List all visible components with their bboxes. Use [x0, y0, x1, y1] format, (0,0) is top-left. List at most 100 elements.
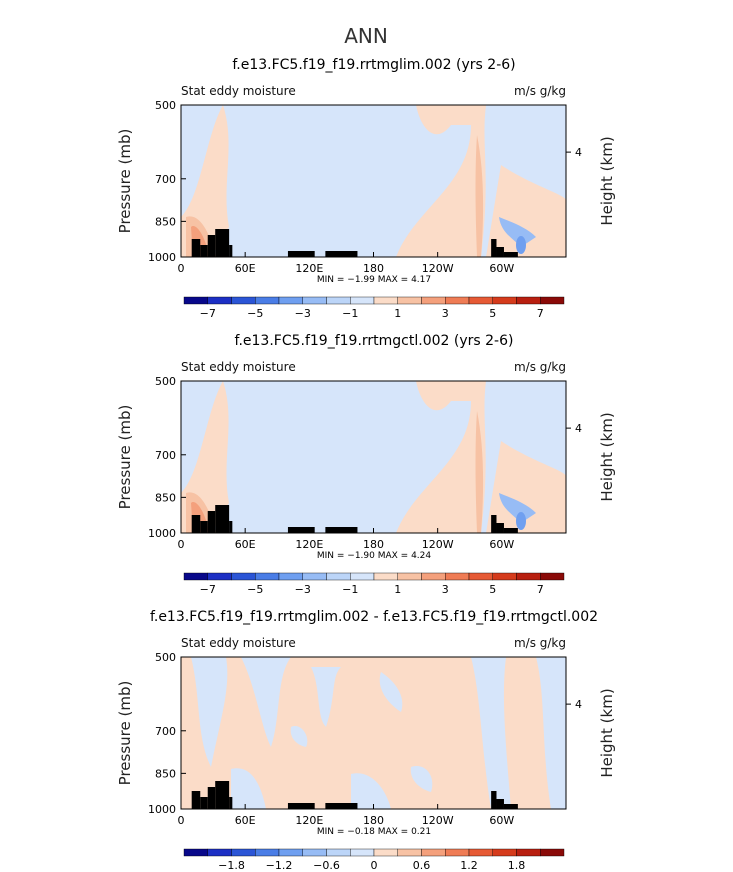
x-tick-label: 0	[178, 814, 185, 827]
topography-block	[207, 511, 216, 533]
topography-block	[191, 239, 201, 257]
y-tick-label: 850	[155, 491, 176, 504]
negative-region	[311, 667, 341, 727]
colorbar-label: −3	[295, 583, 311, 596]
positive-region	[486, 165, 566, 257]
colorbar-swatch	[183, 572, 208, 581]
negative-region	[191, 657, 228, 767]
topography-block	[215, 781, 230, 809]
min-max-stats: MIN = −0.18 MAX = 0.21	[317, 827, 431, 837]
y-right-axis-label: Height (km)	[598, 136, 616, 225]
topography-block	[229, 797, 233, 809]
colorbar-swatch	[278, 296, 303, 305]
colorbar-swatch	[540, 572, 565, 581]
colorbar-label: 7	[537, 307, 544, 320]
colorbar-swatch	[231, 572, 256, 581]
colorbar-swatch	[207, 572, 232, 581]
colorbar-swatch	[278, 848, 303, 857]
colorbar-label: 1	[394, 583, 401, 596]
colorbar-label: −5	[247, 307, 263, 320]
negative-region	[499, 493, 536, 523]
positive-region	[475, 135, 484, 257]
colorbar-label: −1.2	[266, 859, 293, 872]
x-tick-label: 60E	[235, 814, 256, 827]
colorbar-swatch	[421, 848, 446, 857]
colorbar-swatch	[231, 848, 256, 857]
colorbar-swatch	[207, 848, 232, 857]
y-tick-label: 850	[155, 215, 176, 228]
panel-title: f.e13.FC5.f19_f19.rrtmglim.002 - f.e13.F…	[150, 609, 598, 625]
colorbar-swatch	[492, 848, 517, 857]
topography-block	[215, 229, 230, 257]
colorbar-swatch	[326, 848, 351, 857]
colorbar-label: −7	[200, 307, 216, 320]
colorbar-swatch	[373, 572, 398, 581]
topography-block	[325, 527, 358, 533]
negative-region	[290, 726, 308, 747]
colorbar-swatch	[350, 848, 375, 857]
topography-block	[191, 515, 201, 533]
y-right-axis-label: Height (km)	[598, 688, 616, 777]
colorbar-label: 1	[394, 307, 401, 320]
x-tick-label: 60E	[235, 262, 256, 275]
colorbar-swatch	[516, 572, 541, 581]
y-tick-label: 700	[155, 725, 176, 738]
y-tick-label: 500	[155, 651, 176, 664]
colorbar-label: −3	[295, 307, 311, 320]
colorbar-label: −7	[200, 583, 216, 596]
colorbar-label: 0.6	[413, 859, 431, 872]
colorbar-label: −5	[247, 583, 263, 596]
colorbar-label: 1.2	[460, 859, 478, 872]
units-label: m/s g/kg	[514, 84, 566, 98]
topography-block	[200, 797, 208, 809]
colorbar-swatch	[302, 848, 327, 857]
panel-3: f.e13.FC5.f19_f19.rrtmglim.002 - f.e13.F…	[116, 609, 616, 872]
topography-block	[325, 803, 358, 809]
colorbar-swatch	[421, 572, 446, 581]
positive-region	[396, 105, 486, 257]
x-tick-label: 180	[363, 814, 384, 827]
x-tick-label: 60W	[489, 262, 514, 275]
colorbar-swatch	[445, 572, 470, 581]
colorbar-label: −1	[342, 583, 358, 596]
colorbar-swatch	[445, 848, 470, 857]
colorbar-swatch	[540, 296, 565, 305]
colorbar-swatch	[397, 296, 422, 305]
field-label: Stat eddy moisture	[181, 360, 296, 374]
panel-1: f.e13.FC5.f19_f19.rrtmglim.002 (yrs 2-6)…	[116, 57, 616, 320]
colorbar-swatch	[516, 848, 541, 857]
colorbar-swatch	[373, 296, 398, 305]
positive-region	[486, 441, 566, 533]
topography-block	[229, 245, 233, 257]
topography-block	[503, 804, 518, 809]
colorbar-label: 0	[371, 859, 378, 872]
colorbar-label: 1.8	[508, 859, 526, 872]
x-tick-label: 180	[363, 538, 384, 551]
y-axis-label: Pressure (mb)	[116, 681, 134, 786]
colorbar-swatch	[207, 296, 232, 305]
topography-block	[191, 791, 201, 809]
topography-block	[503, 252, 518, 257]
topography-block	[496, 523, 504, 533]
x-tick-label: 180	[363, 262, 384, 275]
y-tick-label: 700	[155, 449, 176, 462]
negative-region	[516, 512, 526, 530]
y-tick-label: 500	[155, 99, 176, 112]
colorbar-swatch	[231, 296, 256, 305]
topography-block	[491, 515, 497, 533]
contour-field	[181, 381, 566, 533]
colorbar-swatch	[397, 572, 422, 581]
negative-region	[379, 672, 403, 712]
panel-title: f.e13.FC5.f19_f19.rrtmglim.002 (yrs 2-6)	[232, 57, 515, 73]
colorbar-swatch	[540, 848, 565, 857]
x-tick-label: 120W	[422, 262, 454, 275]
x-tick-label: 60W	[489, 814, 514, 827]
topography-block	[325, 251, 358, 257]
y-tick-label: 500	[155, 375, 176, 388]
topography-block	[491, 239, 497, 257]
colorbar-label: 3	[442, 307, 449, 320]
colorbar-swatch	[255, 572, 280, 581]
topography-block	[496, 247, 504, 257]
colorbar-swatch	[183, 296, 208, 305]
colorbar-swatch	[302, 572, 327, 581]
